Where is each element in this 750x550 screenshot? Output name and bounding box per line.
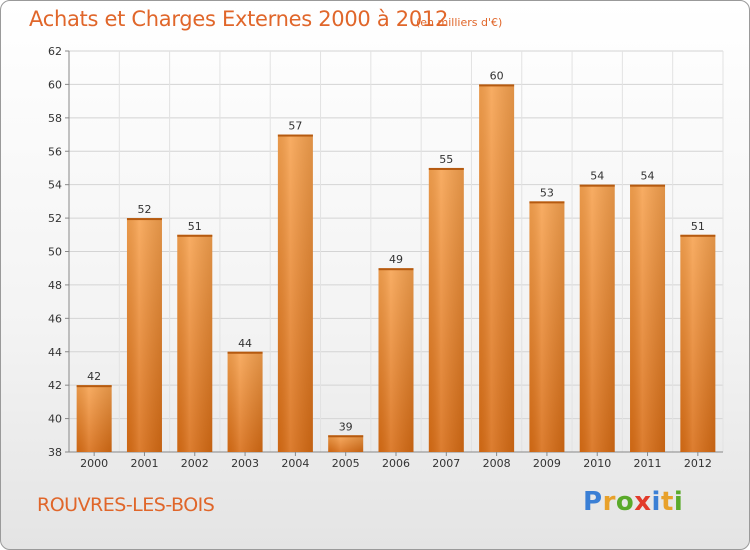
bar-shade	[428, 167, 464, 453]
bar-shade	[328, 435, 364, 452]
bar-top-edge	[277, 134, 313, 137]
bar-value-label: 60	[490, 69, 504, 82]
x-tick-label: 2010	[583, 457, 611, 470]
y-tick-label: 44	[48, 346, 62, 359]
y-tick-label: 54	[48, 179, 62, 192]
y-tick-label: 48	[48, 279, 62, 292]
bar-shade	[529, 201, 565, 452]
y-tick-label: 42	[48, 379, 62, 392]
tick-labels: 38 40 42 44 46 48 50 52 54 56 58 60 62 42 2000 52 2001 51…	[48, 45, 712, 470]
chart-subtitle: (en milliers d'€)	[416, 16, 503, 29]
x-tick-label: 2006	[382, 457, 410, 470]
x-tick-label: 2009	[533, 457, 561, 470]
bar-top-edge	[529, 201, 565, 204]
x-tick-label: 2004	[281, 457, 309, 470]
y-tick-label: 50	[48, 246, 62, 259]
logo-letter: x	[634, 487, 652, 517]
x-tick-label: 2011	[634, 457, 662, 470]
bar-shade	[177, 234, 213, 452]
bar-shade	[76, 385, 112, 452]
logo-letter: P	[583, 487, 603, 517]
y-tick-label: 46	[48, 312, 62, 325]
x-tick-label: 2012	[684, 457, 712, 470]
y-tick-label: 52	[48, 212, 62, 225]
bar-shade	[479, 84, 515, 453]
bar-value-label: 39	[339, 420, 353, 433]
x-tick-label: 2008	[483, 457, 511, 470]
bar-value-label: 49	[389, 253, 403, 266]
bar-shade	[227, 351, 263, 452]
bar-top-edge	[630, 184, 666, 187]
x-tick-label: 2001	[130, 457, 158, 470]
bars	[76, 84, 716, 453]
bar-shade	[630, 184, 666, 452]
bar-value-label: 55	[439, 153, 453, 166]
bar-top-edge	[579, 184, 615, 187]
proxiti-logo: Proxiti	[583, 487, 683, 517]
x-tick-label: 2005	[332, 457, 360, 470]
y-tick-label: 56	[48, 145, 62, 158]
logo-letter: i	[673, 487, 684, 517]
y-tick-label: 62	[48, 45, 62, 58]
bar-shade	[126, 218, 162, 452]
logo-letter: o	[615, 487, 635, 517]
bar-top-edge	[680, 234, 716, 237]
bar-top-edge	[328, 435, 364, 438]
chart-title: Achats et Charges Externes 2000 à 2012	[29, 7, 449, 31]
bar-shade	[378, 268, 414, 452]
bar-value-label: 44	[238, 337, 252, 350]
logo-letter: t	[660, 487, 674, 517]
x-tick-label: 2007	[432, 457, 460, 470]
commune-name: ROUVRES-LES-BOIS	[37, 494, 215, 516]
bar-value-label: 51	[691, 220, 705, 233]
bar-top-edge	[76, 385, 112, 388]
x-tick-label: 2002	[181, 457, 209, 470]
logo-letter: i	[651, 487, 661, 517]
bar-top-edge	[428, 167, 464, 170]
logo-letter: r	[602, 487, 616, 517]
x-tick-label: 2003	[231, 457, 259, 470]
y-tick-label: 40	[48, 413, 62, 426]
bar-value-label: 54	[590, 170, 604, 183]
bar-value-label: 42	[87, 370, 101, 383]
bar-shade	[277, 134, 313, 452]
bar-top-edge	[479, 84, 515, 87]
y-tick-label: 60	[48, 78, 62, 91]
y-tick-label: 38	[48, 446, 62, 459]
bar-top-edge	[227, 351, 263, 354]
bar-top-edge	[378, 268, 414, 271]
bar-value-label: 57	[288, 120, 302, 133]
bar-shade	[579, 184, 615, 452]
bar-top-edge	[126, 218, 162, 221]
bar-shade	[680, 234, 716, 452]
bar-value-label: 54	[641, 170, 655, 183]
y-tick-label: 58	[48, 112, 62, 125]
bar-value-label: 51	[188, 220, 202, 233]
x-tick-label: 2000	[80, 457, 108, 470]
bar-value-label: 52	[137, 203, 151, 216]
bar-top-edge	[177, 234, 213, 237]
bar-value-label: 53	[540, 186, 554, 199]
